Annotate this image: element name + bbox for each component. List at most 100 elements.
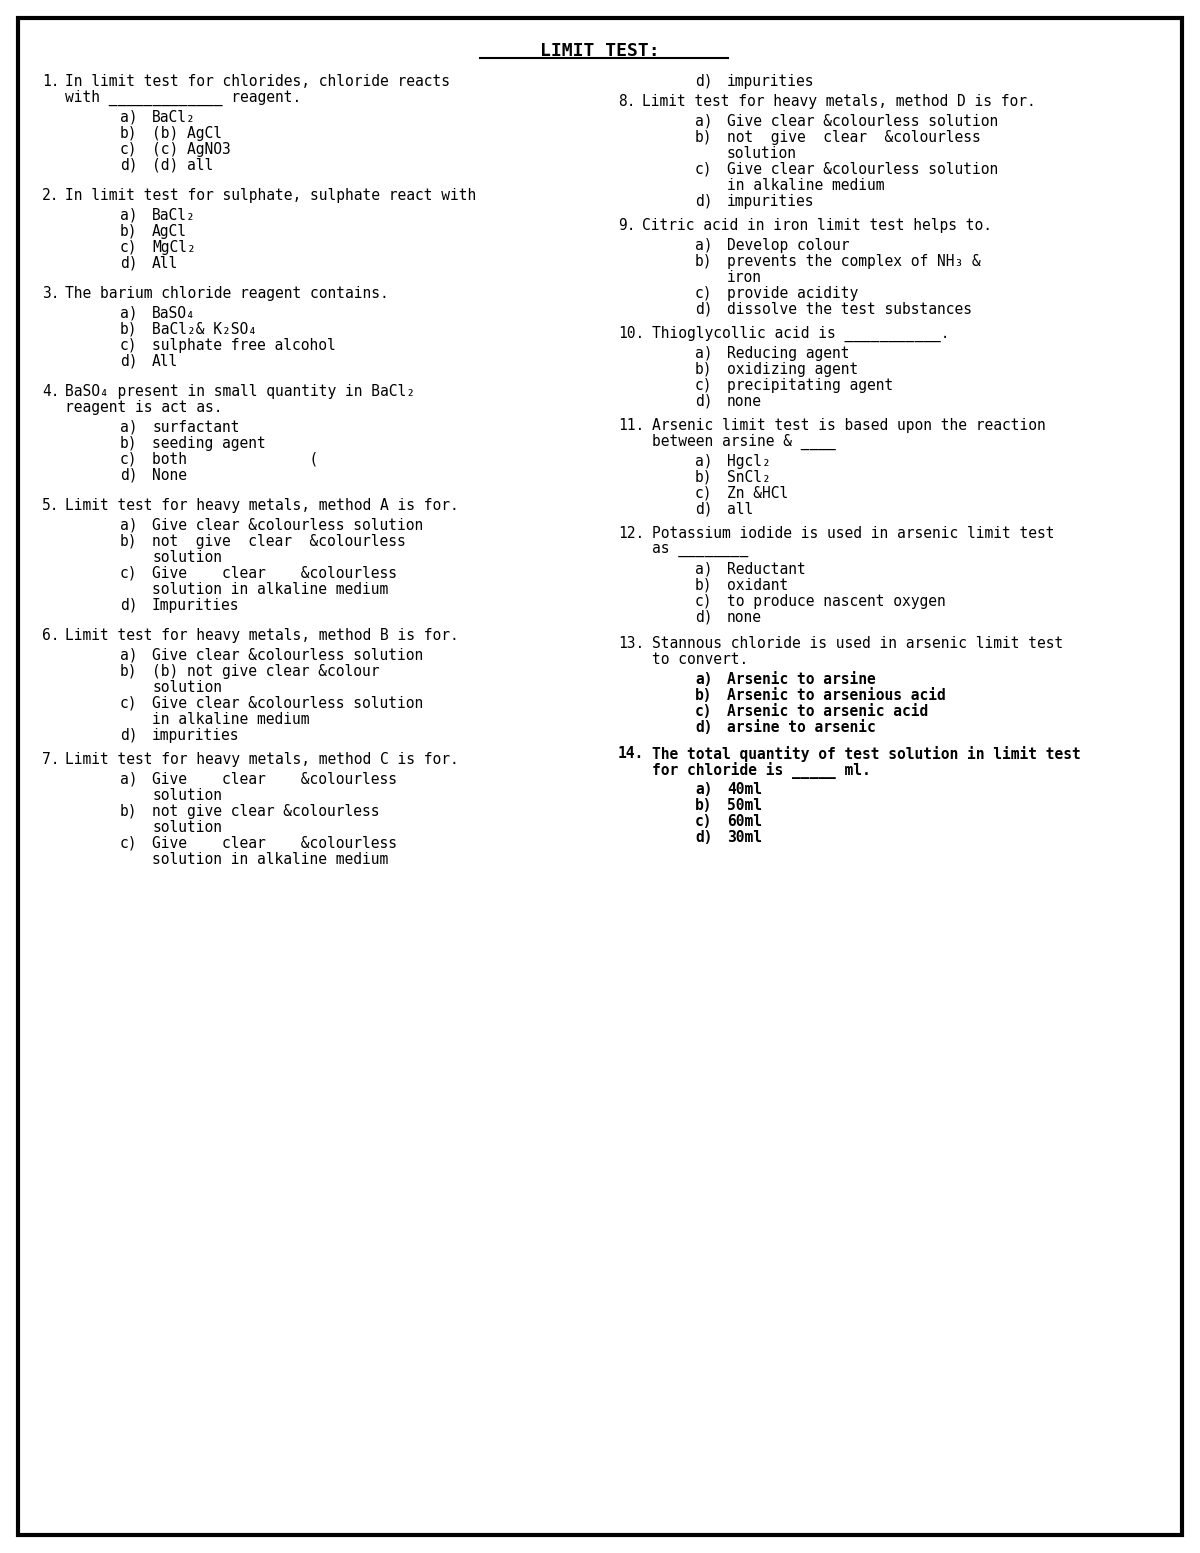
Text: All: All xyxy=(152,256,179,272)
Text: all: all xyxy=(727,502,754,517)
Text: a): a) xyxy=(695,562,713,578)
Text: d): d) xyxy=(120,354,138,370)
Text: impurities: impurities xyxy=(727,194,815,210)
Text: d): d) xyxy=(120,467,138,483)
Text: Limit test for heavy metals, method A is for.: Limit test for heavy metals, method A is… xyxy=(65,499,458,512)
Text: 12.: 12. xyxy=(618,526,644,540)
Text: Arsenic to arsine: Arsenic to arsine xyxy=(727,672,876,686)
Text: 4.: 4. xyxy=(42,384,60,399)
Text: b): b) xyxy=(695,362,713,377)
Text: b): b) xyxy=(120,126,138,141)
Text: not give clear &colourless: not give clear &colourless xyxy=(152,804,379,818)
Text: b): b) xyxy=(120,665,138,679)
Text: a): a) xyxy=(120,306,138,321)
Text: surfactant: surfactant xyxy=(152,419,240,435)
Text: d): d) xyxy=(120,158,138,172)
Text: d): d) xyxy=(695,610,713,624)
Text: to produce nascent oxygen: to produce nascent oxygen xyxy=(727,593,946,609)
Text: 40ml: 40ml xyxy=(727,783,762,797)
Text: none: none xyxy=(727,610,762,624)
Text: LIMIT TEST:: LIMIT TEST: xyxy=(540,42,660,61)
Text: c): c) xyxy=(695,704,713,719)
Text: provide acidity: provide acidity xyxy=(727,286,858,301)
Text: a): a) xyxy=(120,208,138,224)
Text: a): a) xyxy=(120,519,138,533)
Text: a): a) xyxy=(120,648,138,663)
Text: a): a) xyxy=(695,672,713,686)
Text: c): c) xyxy=(120,339,138,353)
Text: 60ml: 60ml xyxy=(727,814,762,829)
Text: a): a) xyxy=(695,453,713,469)
Text: Stannous chloride is used in arsenic limit test: Stannous chloride is used in arsenic lim… xyxy=(652,637,1063,651)
Text: Give clear &colourless solution: Give clear &colourless solution xyxy=(152,519,424,533)
Text: b): b) xyxy=(695,578,713,593)
Text: In limit test for sulphate, sulphate react with: In limit test for sulphate, sulphate rea… xyxy=(65,188,476,203)
Text: Reducing agent: Reducing agent xyxy=(727,346,850,360)
Text: b): b) xyxy=(695,688,713,704)
Text: MgCl₂: MgCl₂ xyxy=(152,241,196,255)
Text: solution in alkaline medium: solution in alkaline medium xyxy=(152,582,389,596)
Text: Arsenic to arsenious acid: Arsenic to arsenious acid xyxy=(727,688,946,704)
Text: c): c) xyxy=(695,486,713,502)
Text: d): d) xyxy=(120,598,138,613)
Text: with _____________ reagent.: with _____________ reagent. xyxy=(65,90,301,106)
Text: Give clear &colourless solution: Give clear &colourless solution xyxy=(727,113,998,129)
Text: b): b) xyxy=(695,798,713,814)
Text: b): b) xyxy=(120,321,138,337)
Text: Thioglycollic acid is ___________.: Thioglycollic acid is ___________. xyxy=(652,326,949,342)
Text: a): a) xyxy=(695,238,713,253)
Text: b): b) xyxy=(695,130,713,144)
Text: 6.: 6. xyxy=(42,627,60,643)
Text: (d) all: (d) all xyxy=(152,158,214,172)
Text: none: none xyxy=(727,394,762,408)
Text: solution: solution xyxy=(152,680,222,696)
Text: BaCl₂: BaCl₂ xyxy=(152,208,196,224)
Text: a): a) xyxy=(120,772,138,787)
Text: SnCl₂: SnCl₂ xyxy=(727,471,770,485)
Text: c): c) xyxy=(695,377,713,393)
Text: b): b) xyxy=(695,471,713,485)
Text: precipitating agent: precipitating agent xyxy=(727,377,893,393)
Text: The barium chloride reagent contains.: The barium chloride reagent contains. xyxy=(65,286,389,301)
Text: between arsine & ____: between arsine & ____ xyxy=(652,433,835,450)
Text: for chloride is _____ ml.: for chloride is _____ ml. xyxy=(652,763,871,780)
Text: 2.: 2. xyxy=(42,188,60,203)
Text: to convert.: to convert. xyxy=(652,652,749,666)
Text: 3.: 3. xyxy=(42,286,60,301)
Text: impurities: impurities xyxy=(152,728,240,742)
Text: Limit test for heavy metals, method C is for.: Limit test for heavy metals, method C is… xyxy=(65,752,458,767)
Text: iron: iron xyxy=(727,270,762,286)
Text: d): d) xyxy=(695,721,713,735)
Text: c): c) xyxy=(695,814,713,829)
Text: 13.: 13. xyxy=(618,637,644,651)
Text: BaSO₄: BaSO₄ xyxy=(152,306,196,321)
Text: 9.: 9. xyxy=(618,217,636,233)
Text: Give    clear    &colourless: Give clear &colourless xyxy=(152,565,397,581)
Text: not  give  clear  &colourless: not give clear &colourless xyxy=(727,130,980,144)
Text: a): a) xyxy=(120,419,138,435)
Text: d): d) xyxy=(695,394,713,408)
Text: Give    clear    &colourless: Give clear &colourless xyxy=(152,836,397,851)
Text: b): b) xyxy=(120,534,138,550)
Text: Give clear &colourless solution: Give clear &colourless solution xyxy=(152,648,424,663)
Text: BaCl₂& K₂SO₄: BaCl₂& K₂SO₄ xyxy=(152,321,257,337)
Text: 5.: 5. xyxy=(42,499,60,512)
Text: 30ml: 30ml xyxy=(727,829,762,845)
Text: (b) not give clear &colour: (b) not give clear &colour xyxy=(152,665,379,679)
Text: not  give  clear  &colourless: not give clear &colourless xyxy=(152,534,406,550)
Text: solution in alkaline medium: solution in alkaline medium xyxy=(152,853,389,867)
Text: b): b) xyxy=(120,804,138,818)
Text: d): d) xyxy=(120,728,138,742)
Text: (b) AgCl: (b) AgCl xyxy=(152,126,222,141)
Text: (c) AgNO3: (c) AgNO3 xyxy=(152,141,230,157)
Text: solution: solution xyxy=(152,820,222,836)
Text: 10.: 10. xyxy=(618,326,644,342)
Text: oxidizing agent: oxidizing agent xyxy=(727,362,858,377)
Text: d): d) xyxy=(695,301,713,317)
Text: b): b) xyxy=(120,436,138,450)
Text: Arsenic limit test is based upon the reaction: Arsenic limit test is based upon the rea… xyxy=(652,418,1045,433)
Text: c): c) xyxy=(120,141,138,157)
Text: 8.: 8. xyxy=(618,95,636,109)
Text: Potassium iodide is used in arsenic limit test: Potassium iodide is used in arsenic limi… xyxy=(652,526,1055,540)
Text: oxidant: oxidant xyxy=(727,578,788,593)
